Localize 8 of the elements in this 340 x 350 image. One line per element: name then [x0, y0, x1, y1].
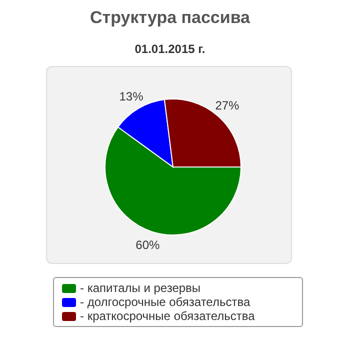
data-label: 13% — [119, 89, 144, 104]
data-label: 27% — [215, 98, 240, 112]
data-label: 60% — [136, 238, 160, 252]
chart-title: Структура пассива — [88, 8, 252, 28]
legend-label: - краткосрочные обязательства — [80, 309, 255, 323]
chart-subtitle: 01.01.2015 г. — [134, 42, 206, 56]
legend-label: - капиталы и резервы — [80, 281, 201, 295]
legend-label: - долгосрочные обязательства — [80, 295, 250, 309]
